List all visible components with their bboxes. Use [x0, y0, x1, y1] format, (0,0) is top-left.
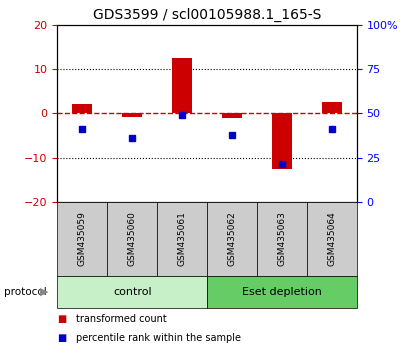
Text: Eset depletion: Eset depletion — [241, 287, 321, 297]
Text: transformed count: transformed count — [76, 314, 166, 324]
Title: GDS3599 / scl00105988.1_165-S: GDS3599 / scl00105988.1_165-S — [92, 8, 321, 22]
Text: GSM435064: GSM435064 — [326, 212, 335, 266]
Text: GSM435060: GSM435060 — [128, 211, 136, 267]
Bar — [57, 202, 107, 276]
Bar — [122, 113, 142, 117]
Bar — [256, 202, 306, 276]
Text: GSM435063: GSM435063 — [277, 211, 285, 267]
Bar — [107, 202, 157, 276]
Bar — [271, 113, 291, 169]
Bar — [72, 104, 92, 113]
Text: protocol: protocol — [4, 287, 47, 297]
Bar — [172, 58, 192, 113]
Text: control: control — [112, 287, 151, 297]
Bar — [222, 113, 241, 118]
Text: ▶: ▶ — [40, 287, 49, 297]
Bar — [207, 202, 256, 276]
Text: GSM435061: GSM435061 — [177, 211, 186, 267]
Bar — [157, 202, 207, 276]
Text: percentile rank within the sample: percentile rank within the sample — [76, 333, 240, 343]
Text: GSM435062: GSM435062 — [227, 212, 236, 266]
Bar — [306, 202, 356, 276]
Bar — [57, 276, 207, 308]
Bar — [207, 276, 356, 308]
Text: ■: ■ — [57, 314, 67, 324]
Bar — [321, 102, 341, 113]
Text: ■: ■ — [57, 333, 67, 343]
Text: GSM435059: GSM435059 — [78, 211, 87, 267]
